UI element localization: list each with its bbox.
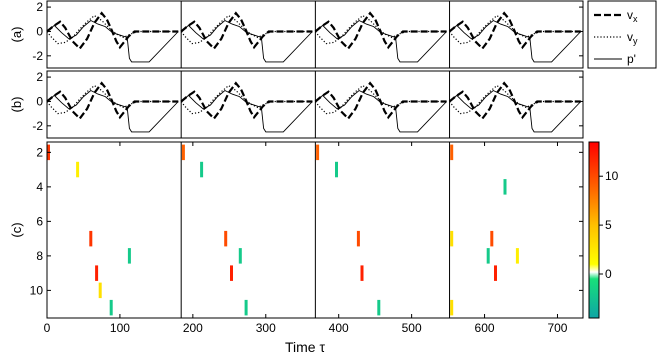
series-line-solid-block-3 xyxy=(315,89,447,133)
x-tick-label: 400 xyxy=(329,321,349,335)
scatter-point-3 xyxy=(89,230,93,247)
scatter-point-15 xyxy=(335,161,338,178)
y-tick-label: 6 xyxy=(36,214,43,228)
panel-label-a: (a) xyxy=(9,27,24,43)
series-line-dotted-block-3 xyxy=(314,14,447,45)
legend-label-name: v xyxy=(627,30,633,44)
series-line-dashed-block-4 xyxy=(448,81,581,121)
series-line-solid-block-1 xyxy=(46,19,179,63)
legend-label: vy xyxy=(627,30,638,46)
series-line-dashed-block-4 xyxy=(448,11,581,51)
scatter-point-24 xyxy=(494,265,497,281)
series-line-dashed-block-2 xyxy=(180,81,313,121)
series-line-solid-block-4 xyxy=(449,89,582,133)
scatter-point-5 xyxy=(98,282,102,299)
scatter-point-19 xyxy=(450,144,454,161)
series-line-dashed-block-3 xyxy=(314,11,447,51)
y-tick-label: 10 xyxy=(30,283,44,297)
series-line-dotted-block-1 xyxy=(46,84,179,115)
series-line-dashed-block-1 xyxy=(46,81,179,121)
scatter-point-18 xyxy=(377,299,381,316)
scatter-point-9 xyxy=(200,161,204,178)
scatter-point-13 xyxy=(244,299,248,316)
colorbar: 10 5 0 xyxy=(588,141,619,319)
series-line-solid-block-4 xyxy=(449,19,582,63)
y-tick-label: 0 xyxy=(36,94,43,108)
scatter-point-2 xyxy=(76,161,80,178)
colorbar-scale xyxy=(588,141,600,319)
scatter-point-10 xyxy=(224,230,228,247)
scatter-point-21 xyxy=(450,299,454,316)
scatter-point-14 xyxy=(316,144,320,161)
colorbar-tick-label: 0 xyxy=(605,267,612,281)
series-line-dotted-block-4 xyxy=(449,14,581,45)
y-tick-label: 2 xyxy=(36,0,43,14)
series-line-dashed-block-2 xyxy=(180,11,313,51)
scatter-point-22 xyxy=(486,248,490,264)
panel-label-c: (c) xyxy=(9,222,24,237)
y-tick-label: -2 xyxy=(32,49,43,63)
x-axis-label: Time τ xyxy=(285,339,325,355)
legend-box xyxy=(587,0,657,69)
series-line-dotted-block-3 xyxy=(314,84,447,115)
y-tick-label: 2 xyxy=(36,145,43,159)
series-line-solid-block-2 xyxy=(180,19,313,63)
plot-frame xyxy=(46,141,584,319)
scatter-point-12 xyxy=(238,248,242,264)
y-tick-label: 4 xyxy=(36,180,43,194)
plot-frame xyxy=(46,0,584,69)
y-tick-label: 8 xyxy=(36,249,43,263)
scatter-point-23 xyxy=(490,230,494,247)
legend-label-subscript: y xyxy=(633,36,638,46)
legend-label: p' xyxy=(627,52,636,66)
x-tick-label: 600 xyxy=(475,321,495,335)
legend-label-name: v xyxy=(627,8,633,22)
series-line-solid-block-1 xyxy=(46,89,179,133)
series-line-dashed-block-3 xyxy=(314,81,447,121)
series-line-dotted-block-2 xyxy=(180,14,313,45)
scatter-point-26 xyxy=(515,248,519,264)
plot-frame xyxy=(46,70,584,139)
y-tick-label: -2 xyxy=(32,119,43,133)
x-tick-label: 200 xyxy=(183,321,203,335)
scatter-point-11 xyxy=(230,265,233,281)
scatter-point-25 xyxy=(503,179,507,195)
legend-label-name: p' xyxy=(627,52,636,66)
series-line-dashed-block-1 xyxy=(46,11,179,51)
y-tick-label: 2 xyxy=(36,70,43,84)
y-tick-label: 0 xyxy=(36,24,43,38)
scatter-point-16 xyxy=(356,230,360,247)
scatter-point-4 xyxy=(95,265,99,281)
x-tick-label: 100 xyxy=(110,321,130,335)
series-line-solid-block-2 xyxy=(180,89,313,133)
series-line-dotted-block-2 xyxy=(180,84,313,115)
x-tick-label: 300 xyxy=(256,321,276,335)
panel-b: 2 0 -2 (b) xyxy=(9,70,584,139)
legend-label-subscript: x xyxy=(633,14,638,24)
scatter-point-8 xyxy=(181,144,185,161)
legend-label: vx xyxy=(627,8,638,24)
x-tick-label: 700 xyxy=(547,321,567,335)
series-line-dotted-block-1 xyxy=(46,14,179,45)
x-tick-label: 0 xyxy=(44,321,51,335)
colorbar-tick-label: 5 xyxy=(605,218,612,232)
scatter-point-20 xyxy=(450,230,454,247)
series-line-dotted-block-4 xyxy=(449,84,581,115)
colorbar-tick-label: 10 xyxy=(605,169,619,183)
panel-a: 2 0 -2 (a) xyxy=(9,0,584,69)
x-tick-label: 500 xyxy=(402,321,422,335)
series-line-solid-block-3 xyxy=(315,19,447,63)
scatter-point-7 xyxy=(127,248,131,264)
scatter-point-17 xyxy=(360,265,364,281)
scatter-point-6 xyxy=(109,299,113,316)
panel-label-b: (b) xyxy=(9,97,24,113)
